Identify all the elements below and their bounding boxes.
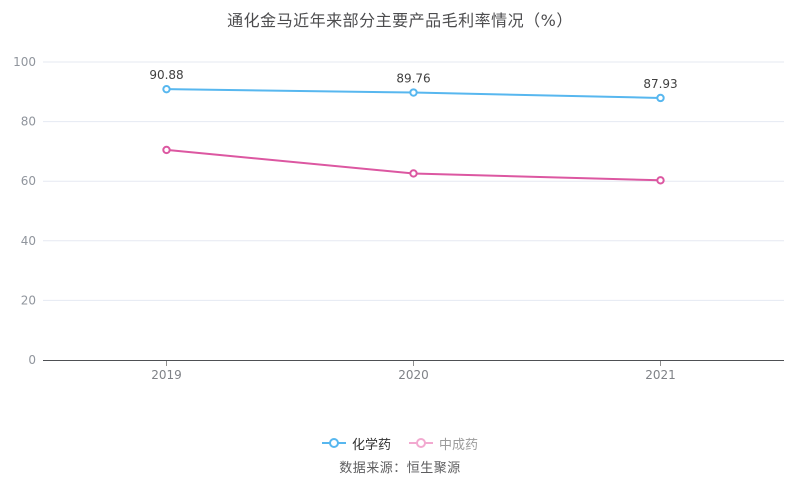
y-tick-label: 0 [28, 353, 36, 367]
data-source-note: 数据来源：恒生聚源 [339, 461, 461, 476]
value-label: 87.93 [643, 77, 677, 91]
x-tick-label: 2021 [645, 368, 676, 382]
legend: 化学药 中成药 [0, 431, 800, 455]
legend-item-0[interactable]: 化学药 [321, 434, 391, 453]
data-point-1-0[interactable] [162, 145, 171, 155]
y-tick-label: 100 [13, 55, 36, 69]
legend-label: 中成药 [439, 437, 479, 453]
value-label: 89.76 [396, 72, 430, 86]
y-tick-label: 20 [21, 293, 36, 307]
y-tick-label: 80 [21, 115, 36, 129]
x-tick-label: 2020 [398, 368, 429, 382]
data-point-0-1[interactable] [409, 88, 418, 97]
y-tick-label: 40 [21, 234, 36, 248]
legend-line-marker-icon [321, 438, 346, 448]
legend-item-1[interactable]: 中成药 [409, 434, 478, 453]
x-tick-label: 2019 [151, 368, 182, 382]
legend-label: 化学药 [351, 437, 391, 453]
value-label: 90.88 [149, 68, 183, 82]
legend-line-marker-icon [409, 438, 433, 448]
data-point-1-2[interactable] [656, 176, 665, 185]
data-point-0-0[interactable] [162, 84, 171, 94]
data-point-1-1[interactable] [409, 169, 418, 178]
chart-title: 通化金马近年来部分主要产品毛利率情况（%） [227, 11, 573, 30]
line-chart-svg: 0 20 40 60 80 100 2019 2020 2021 90.88 89.76 87.93 [13, 55, 784, 382]
data-point-0-2[interactable] [656, 93, 665, 103]
y-tick-label: 60 [21, 174, 36, 188]
